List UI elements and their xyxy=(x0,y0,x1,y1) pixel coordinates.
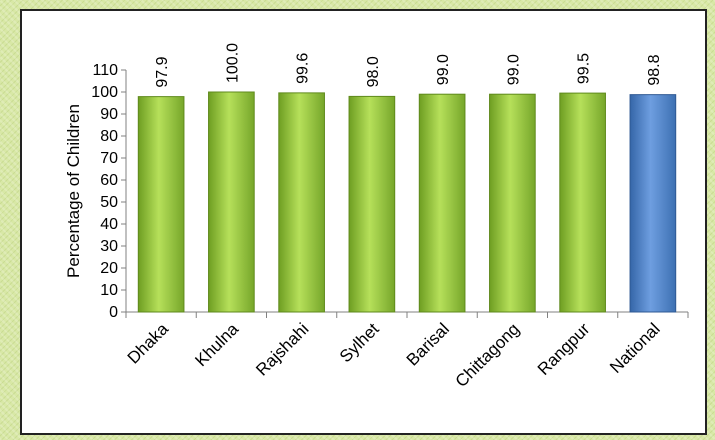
y-tick-label: 110 xyxy=(92,62,118,79)
data-label: 99.0 xyxy=(505,54,522,85)
y-tick-label: 10 xyxy=(100,282,118,299)
y-tick-label: 20 xyxy=(100,260,118,277)
bar-chart: 0 10 20 30 40 50 60 70 80 90 100 110 Percentage of C… xyxy=(64,43,689,391)
bar-sylhet xyxy=(348,95,396,313)
y-axis-title: Percentage of Children xyxy=(64,104,83,278)
x-tick-label: Chittagong xyxy=(452,319,524,391)
data-label: 99.6 xyxy=(295,53,312,84)
y-tick-label: 80 xyxy=(100,128,118,145)
data-label: 100.0 xyxy=(224,43,241,83)
bar-dhaka xyxy=(137,96,185,313)
y-tick-label: 100 xyxy=(91,84,118,101)
bar-chittagong xyxy=(489,93,536,313)
bar-barisal xyxy=(418,93,466,313)
data-label: 98.0 xyxy=(365,56,382,87)
x-tick-label: Khulna xyxy=(191,319,242,370)
y-tick-label: 50 xyxy=(100,194,118,211)
bar-national xyxy=(629,94,677,313)
data-label: 99.0 xyxy=(435,54,452,85)
bar-rajshahi xyxy=(278,92,325,313)
x-tick-label: National xyxy=(606,319,664,377)
chart-frame: 0 10 20 30 40 50 60 70 80 90 100 110 Percentage of C… xyxy=(20,9,707,435)
y-tick-label: 40 xyxy=(100,216,118,233)
data-label: 97.9 xyxy=(154,56,171,87)
data-label: 99.5 xyxy=(576,53,593,84)
y-tick-label: 90 xyxy=(100,106,118,123)
y-tick-label: 0 xyxy=(109,304,118,321)
y-tick-label: 70 xyxy=(100,150,118,167)
bar-rangpur xyxy=(559,92,606,313)
y-tick-label: 30 xyxy=(100,238,118,255)
bar-khulna xyxy=(208,91,255,313)
x-tick-label: Dhaka xyxy=(124,319,173,368)
data-label: 98.8 xyxy=(646,54,663,85)
x-tick-label: Rangpur xyxy=(534,319,594,379)
x-tick-label: Barisal xyxy=(403,319,453,369)
x-tick-label: Rajshahi xyxy=(252,319,312,379)
x-tick-label: Sylhet xyxy=(336,319,383,366)
y-tick-label: 60 xyxy=(100,172,118,189)
